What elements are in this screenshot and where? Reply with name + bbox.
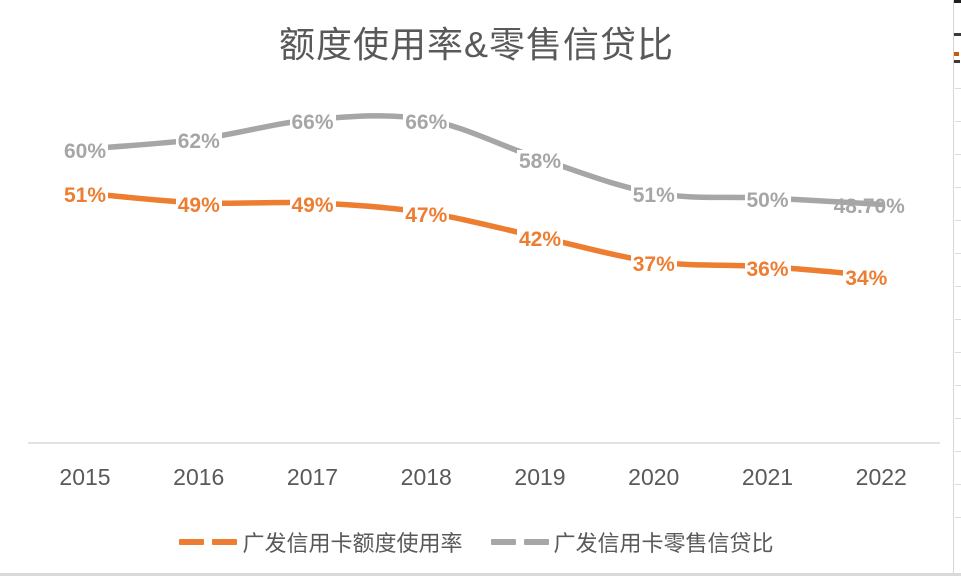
legend: 广发信用卡额度使用率 广发信用卡零售信贷比 bbox=[0, 526, 953, 558]
data-label-limit-usage-2015: 51% bbox=[61, 184, 109, 209]
legend-dash-icon-retail-credit bbox=[490, 539, 516, 545]
data-label-retail-credit-2017: 66% bbox=[289, 110, 336, 135]
x-tick-2022: 2022 bbox=[855, 464, 907, 490]
legend-dash-icon-limit-usage bbox=[212, 539, 238, 545]
data-label-retail-credit-2016: 62% bbox=[175, 130, 222, 155]
x-tick-2021: 2021 bbox=[741, 464, 794, 490]
data-label-retail-credit-2019: 58% bbox=[516, 149, 564, 174]
x-tick-2017: 2017 bbox=[286, 464, 339, 490]
x-tick-2020: 2020 bbox=[628, 464, 680, 490]
edge-mark-dark-2 bbox=[954, 60, 960, 63]
chart-title: 额度使用率&零售信贷比 bbox=[278, 24, 674, 65]
data-label-retail-credit-2022: 48.70% bbox=[833, 195, 905, 219]
legend-item-limit-usage: 广发信用卡额度使用率 bbox=[179, 526, 463, 558]
legend-item-retail-credit: 广发信用卡零售信贷比 bbox=[490, 526, 774, 558]
data-label-retail-credit-2015: 60% bbox=[61, 139, 109, 165]
worksheet-row-gridline-stubs bbox=[955, 88, 961, 550]
edge-mark-top bbox=[954, 0, 961, 3]
data-label-retail-credit-2018: 66% bbox=[403, 110, 450, 135]
data-label-limit-usage-2022: 34% bbox=[843, 267, 890, 292]
data-label-limit-usage-2021: 36% bbox=[744, 257, 791, 282]
x-tick-2019: 2019 bbox=[514, 464, 566, 490]
x-tick-2016: 2016 bbox=[173, 464, 225, 490]
bottom-border-strip bbox=[0, 573, 961, 576]
data-label-retail-credit-2021: 50% bbox=[744, 188, 791, 214]
legend-dash-icon-limit-usage bbox=[179, 539, 205, 545]
edge-mark-orange bbox=[954, 52, 959, 56]
data-label-limit-usage-2016: 49% bbox=[175, 193, 222, 218]
data-label-limit-usage-2017: 49% bbox=[289, 193, 336, 218]
data-label-limit-usage-2019: 42% bbox=[516, 228, 564, 253]
x-tick-2015: 2015 bbox=[59, 464, 111, 490]
legend-label-retail-credit: 广发信用卡零售信贷比 bbox=[553, 531, 774, 556]
legend-label-limit-usage: 广发信用卡额度使用率 bbox=[242, 531, 463, 556]
worksheet-edge-line bbox=[953, 0, 954, 576]
data-label-limit-usage-2018: 47% bbox=[403, 203, 450, 228]
x-tick-2018: 2018 bbox=[400, 464, 452, 490]
data-label-limit-usage-2020: 37% bbox=[630, 252, 677, 277]
edge-mark-dark bbox=[954, 33, 961, 36]
legend-dash-icon-retail-credit bbox=[523, 539, 549, 545]
data-label-retail-credit-2020: 51% bbox=[630, 184, 677, 209]
